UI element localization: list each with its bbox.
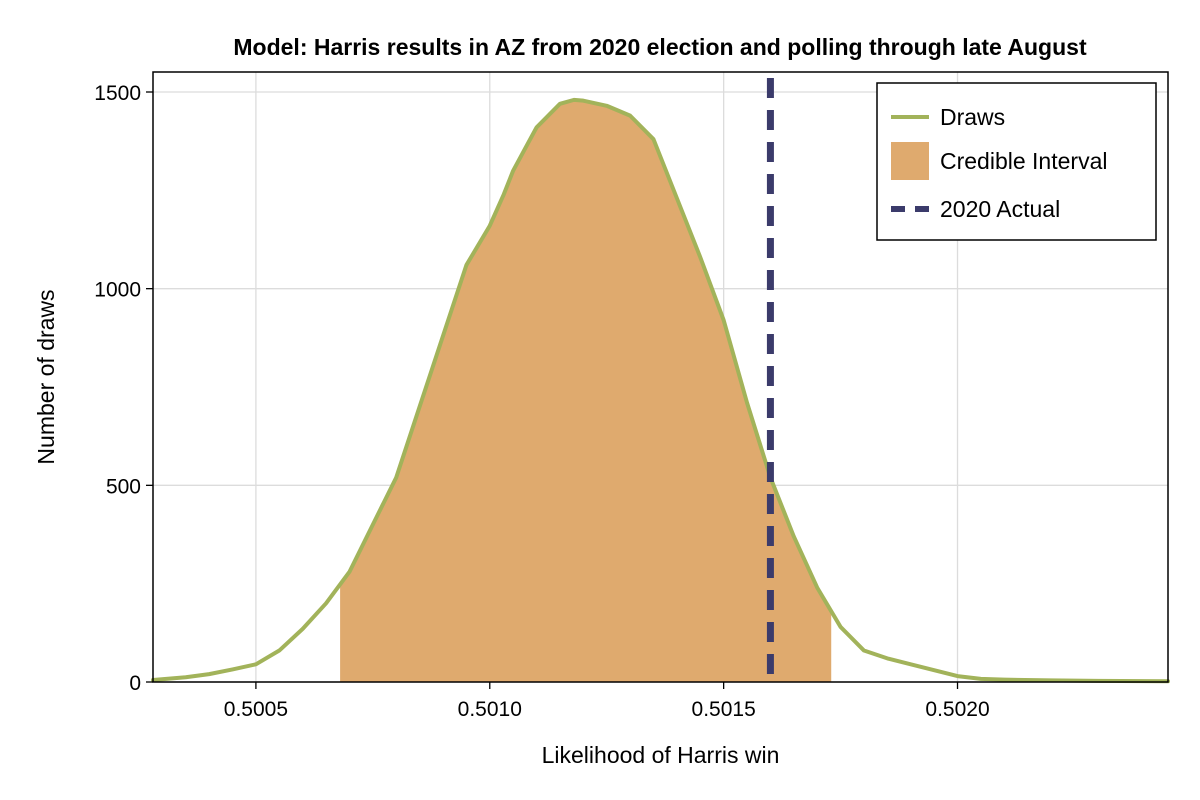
draws-line — [151, 97, 1170, 684]
x-axis-label: Likelihood of Harris win — [542, 742, 780, 768]
legend-label: Draws — [940, 104, 1005, 130]
credible-interval-area — [340, 99, 832, 682]
y-tick-label: 500 — [106, 475, 141, 498]
y-tick-label: 1500 — [94, 82, 141, 105]
x-axis-ticks: 0.5005 0.5010 0.5015 0.5020 — [224, 682, 990, 721]
y-axis-label: Number of draws — [33, 289, 59, 464]
y-axis-ticks: 0 500 1000 1500 — [94, 82, 153, 695]
x-tick-label: 0.5010 — [458, 698, 522, 721]
x-tick-label: 0.5015 — [692, 698, 756, 721]
y-tick-label: 1000 — [94, 279, 141, 302]
x-tick-label: 0.5005 — [224, 698, 288, 721]
legend-label: 2020 Actual — [940, 196, 1060, 222]
x-tick-label: 0.5020 — [925, 698, 989, 721]
plot-frame — [152, 71, 1169, 683]
legend-swatch-credible-interval — [891, 142, 929, 180]
y-tick-label: 0 — [129, 672, 141, 695]
legend: Draws Credible Interval 2020 Actual — [876, 82, 1157, 241]
chart-title: Model: Harris results in AZ from 2020 el… — [233, 34, 1087, 60]
plot-area — [151, 78, 1170, 684]
legend-label: Credible Interval — [940, 148, 1107, 174]
